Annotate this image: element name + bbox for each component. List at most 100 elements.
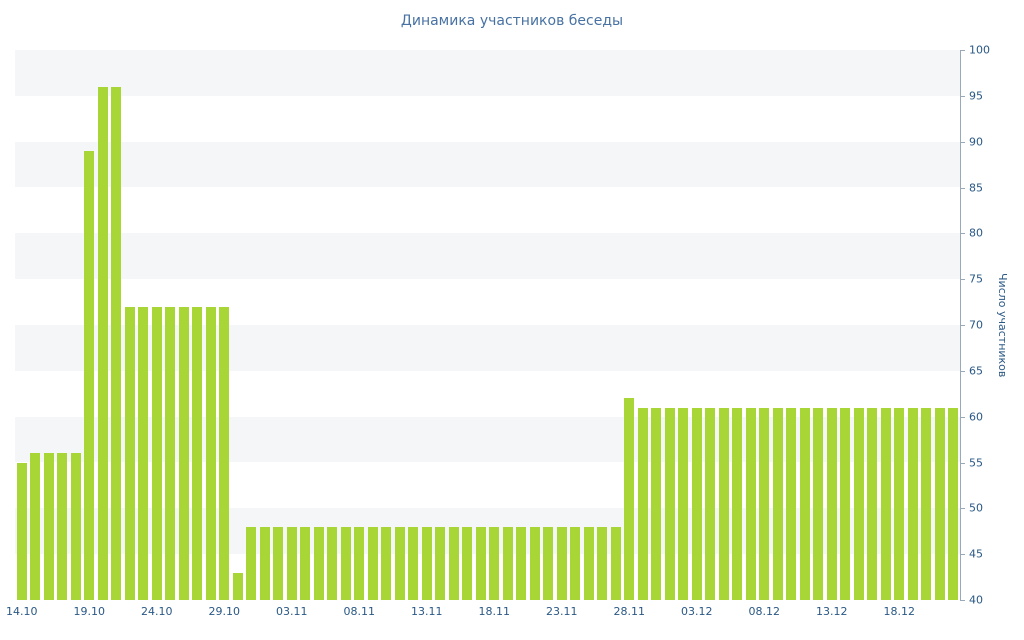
bar-20.11 <box>516 526 527 600</box>
bar-21.12 <box>934 407 945 600</box>
y-tick-label: 45 <box>969 547 983 561</box>
y-tick-label: 40 <box>969 593 983 607</box>
bar-25.11 <box>583 526 594 600</box>
bar-18.10 <box>70 453 81 600</box>
bar-03.12 <box>691 407 702 600</box>
bar-17.10 <box>57 453 68 600</box>
bar-16.12 <box>867 407 878 600</box>
bar-31.10 <box>246 526 257 600</box>
y-tick-label: 60 <box>969 410 983 424</box>
x-tick-label: 28.11 <box>613 605 646 618</box>
y-tick-mark <box>961 95 965 97</box>
y-tick-label: 90 <box>969 135 983 149</box>
y-tick-label: 50 <box>969 501 983 515</box>
bar-14.12 <box>840 407 851 600</box>
y-tick-label: 70 <box>969 318 983 332</box>
bar-22.12 <box>948 407 959 600</box>
bar-20.12 <box>921 407 932 600</box>
y-tick-label: 75 <box>969 272 983 286</box>
bar-29.11 <box>637 407 648 600</box>
bar-27.10 <box>192 306 203 600</box>
bar-05.11 <box>313 526 324 600</box>
x-tick-label: 13.11 <box>411 605 443 618</box>
bar-10.11 <box>381 526 392 600</box>
bar-11.11 <box>394 526 405 600</box>
x-tick-label: 14.10 <box>6 605 38 618</box>
bar-02.11 <box>273 526 284 600</box>
bar-10.12 <box>786 407 797 600</box>
bar-03.11 <box>286 526 297 600</box>
y-axis-line <box>960 50 961 601</box>
bar-20.10 <box>97 86 108 600</box>
x-tick-label: 23.11 <box>546 605 578 618</box>
y-tick-mark <box>961 233 965 235</box>
y-tick-label: 95 <box>969 89 983 103</box>
y-tick-mark <box>961 141 965 143</box>
bar-16.10 <box>43 453 54 600</box>
y-tick-mark <box>961 279 965 281</box>
y-tick-label: 65 <box>969 364 983 378</box>
bar-27.11 <box>610 526 621 600</box>
bar-02.12 <box>678 407 689 600</box>
bar-21.11 <box>529 526 540 600</box>
y-tick-mark <box>961 50 965 51</box>
bar-08.12 <box>759 407 770 600</box>
bar-22.11 <box>543 526 554 600</box>
x-tick-label: 18.12 <box>883 605 916 618</box>
y-tick-mark <box>961 462 965 464</box>
bar-11.12 <box>799 407 810 600</box>
y-tick-mark <box>961 370 965 372</box>
bar-01.11 <box>259 526 270 600</box>
bar-17.11 <box>475 526 486 600</box>
y-tick-label: 85 <box>969 181 983 194</box>
y-tick-mark <box>961 325 965 326</box>
x-tick-label: 13.12 <box>816 605 848 618</box>
bar-26.10 <box>178 306 189 600</box>
bar-15.10 <box>30 453 41 600</box>
y-tick-label: 80 <box>969 226 983 240</box>
bar-14.11 <box>435 526 446 600</box>
bar-09.11 <box>367 526 378 600</box>
bar-06.12 <box>732 407 743 600</box>
y-tick-mark <box>961 600 965 601</box>
y-tick-mark <box>961 416 965 418</box>
bar-28.10 <box>205 306 216 600</box>
grid-stripe <box>15 141 960 188</box>
x-tick-label: 03.11 <box>276 605 308 618</box>
plot-area <box>15 50 960 600</box>
x-tick-label: 03.12 <box>681 605 713 618</box>
x-axis: 14.10 19.10 24.10 29.10 03.11 08.11 13.11 18.11… <box>6 601 960 625</box>
bar-30.10 <box>232 572 243 600</box>
y-axis: 40 45 50 55 60 65 70 75 80 85 90 95 100 <box>960 44 1024 607</box>
bar-15.12 <box>853 407 864 600</box>
bar-15.11 <box>448 526 459 600</box>
x-tick-label: 18.11 <box>478 605 511 618</box>
bar-24.10 <box>151 306 162 600</box>
bar-14.10 <box>16 462 27 600</box>
bar-26.11 <box>597 526 608 600</box>
x-tick-label: 24.10 <box>141 605 173 618</box>
bar-23.10 <box>138 306 149 600</box>
bar-29.10 <box>219 306 230 600</box>
x-tick-label: 19.10 <box>73 605 106 618</box>
bar-19.11 <box>502 526 513 600</box>
bar-08.11 <box>354 526 365 600</box>
bar-05.12 <box>718 407 729 600</box>
bar-17.12 <box>880 407 891 600</box>
x-tick-label: 29.10 <box>208 605 241 618</box>
bar-04.12 <box>705 407 716 600</box>
y-tick-mark <box>961 508 965 510</box>
bar-23.11 <box>556 526 567 600</box>
y-axis-title: Число участников <box>996 272 1009 378</box>
bar-07.12 <box>745 407 756 600</box>
grid-stripe <box>15 233 960 280</box>
bar-19.10 <box>84 150 95 600</box>
y-tick-mark <box>961 554 965 556</box>
bar-28.11 <box>624 398 635 600</box>
bar-07.11 <box>340 526 351 600</box>
y-tick-mark <box>961 187 965 189</box>
bar-12.11 <box>408 526 419 600</box>
bar-13.11 <box>421 526 432 600</box>
bar-13.12 <box>826 407 837 600</box>
bar-09.12 <box>772 407 783 600</box>
